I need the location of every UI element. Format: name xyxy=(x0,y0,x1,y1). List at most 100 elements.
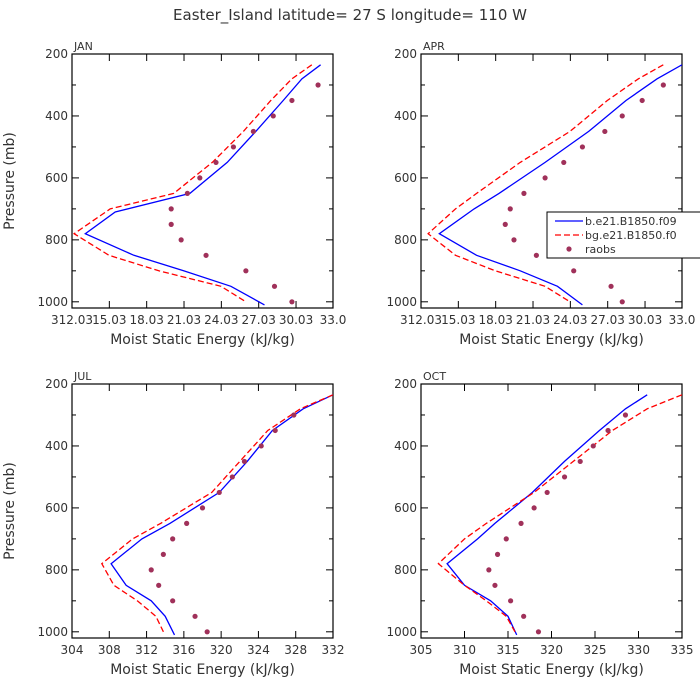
y-tick-label: 600 xyxy=(45,501,68,515)
raobs-point xyxy=(229,474,235,480)
raobs-point xyxy=(204,629,210,635)
raobs-point xyxy=(511,237,517,243)
raobs-point xyxy=(502,221,508,227)
raobs-point xyxy=(486,567,492,573)
legend-label: bg.e21.B1850.f0 xyxy=(585,229,677,242)
raobs-point xyxy=(216,489,222,496)
y-tick-label: 400 xyxy=(45,439,68,453)
y-tick-label: 800 xyxy=(45,233,68,247)
x-tick-label: 330 xyxy=(627,643,650,657)
figure-title: Easter_Island latitude= 27 S longitude= … xyxy=(173,6,527,25)
x-tick-label: 27.03 xyxy=(591,313,625,327)
raobs-point xyxy=(533,252,539,258)
plot-data xyxy=(72,64,321,306)
raobs-point xyxy=(622,412,629,418)
raobs-point xyxy=(168,206,174,212)
raobs-point xyxy=(168,221,174,227)
y-tick-label: 600 xyxy=(394,171,417,185)
raobs-point xyxy=(213,159,219,166)
x-tick-label: 328 xyxy=(284,643,307,657)
raobs-point xyxy=(521,613,527,619)
y-tick-label: 1000 xyxy=(37,295,68,309)
raobs-point xyxy=(178,237,184,243)
raobs-point xyxy=(291,412,297,418)
raobs-point xyxy=(289,97,295,104)
plot-data xyxy=(100,394,333,636)
plot-frame xyxy=(420,53,683,309)
raobs-point xyxy=(199,505,206,511)
raobs-point xyxy=(156,582,162,588)
raobs-point xyxy=(639,97,645,104)
raobs-point xyxy=(542,175,548,181)
series-line-b xyxy=(446,394,648,636)
x-tick-label: 304 xyxy=(61,643,84,657)
x-tick-label: 24.03 xyxy=(553,313,587,327)
panel-month-label: JAN xyxy=(73,40,93,53)
x-tick-label: 30.03 xyxy=(628,313,662,327)
x-tick-label: 325 xyxy=(584,643,607,657)
panel-jan: JAN 200 400 600 800 1000 312.03 15.03 18.03 21.03… xyxy=(2,40,346,348)
plot-data xyxy=(437,394,682,636)
raobs-point xyxy=(590,443,596,449)
series-line-b xyxy=(84,64,321,306)
raobs-point xyxy=(503,536,509,542)
raobs-point xyxy=(270,113,276,119)
y-tick-label: 600 xyxy=(394,501,417,515)
x-tick-label: 33.0 xyxy=(320,313,347,327)
raobs-point xyxy=(250,128,256,135)
x-tick-label: 312 xyxy=(135,643,158,657)
plot-frame xyxy=(420,383,683,639)
y-tick-label: 400 xyxy=(394,109,417,123)
plot-data xyxy=(427,64,682,306)
y-tick-label: 400 xyxy=(45,109,68,123)
raobs-point xyxy=(160,551,166,557)
raobs-point xyxy=(494,551,501,557)
legend-box xyxy=(546,211,700,259)
y-axis-label: Pressure (mb) xyxy=(2,462,18,560)
x-tick-label: 33.0 xyxy=(669,313,696,327)
x-axis-label: Moist Static Energy (kJ/kg) xyxy=(459,332,644,348)
y-tick-label: 200 xyxy=(394,47,417,61)
raobs-point xyxy=(241,458,248,465)
raobs-point xyxy=(492,582,498,588)
panel-month-label: OCT xyxy=(423,370,446,383)
x-tick-label: 320 xyxy=(540,643,563,657)
x-tick-label: 312.03 xyxy=(51,313,93,327)
x-tick-label: 308 xyxy=(98,643,121,657)
legend-marker xyxy=(566,246,572,252)
raobs-point xyxy=(660,82,666,88)
x-tick-label: 335 xyxy=(671,643,694,657)
x-tick-label: 27.03 xyxy=(242,313,276,327)
x-tick-label: 316 xyxy=(172,643,195,657)
x-tick-label: 21.03 xyxy=(516,313,550,327)
series-line-bg xyxy=(437,394,682,633)
y-tick-label: 200 xyxy=(394,377,417,391)
raobs-point xyxy=(521,190,527,196)
y-tick-label: 1000 xyxy=(37,625,68,639)
x-tick-label: 15.03 xyxy=(441,313,475,327)
x-tick-label: 18.03 xyxy=(478,313,512,327)
x-axis-label: Moist Static Energy (kJ/kg) xyxy=(459,662,644,678)
raobs-point xyxy=(170,536,176,542)
plot-frame xyxy=(71,383,334,639)
raobs-point xyxy=(561,474,568,480)
y-tick-label: 600 xyxy=(45,171,68,185)
y-tick-label: 800 xyxy=(45,563,68,577)
raobs-point xyxy=(602,128,608,135)
x-axis-label: Moist Static Energy (kJ/kg) xyxy=(110,332,295,348)
raobs-point xyxy=(170,598,176,604)
raobs-point xyxy=(184,520,190,526)
raobs-point xyxy=(203,252,209,258)
x-tick-label: 18.03 xyxy=(129,313,163,327)
y-tick-label: 400 xyxy=(394,439,417,453)
raobs-point xyxy=(148,567,154,573)
raobs-point xyxy=(518,520,524,526)
legend-label: raobs xyxy=(585,243,616,256)
raobs-point xyxy=(272,427,278,434)
raobs-point xyxy=(184,190,190,196)
series-line-bg xyxy=(100,394,333,633)
x-tick-label: 320 xyxy=(210,643,233,657)
x-axis-label: Moist Static Energy (kJ/kg) xyxy=(110,662,295,678)
